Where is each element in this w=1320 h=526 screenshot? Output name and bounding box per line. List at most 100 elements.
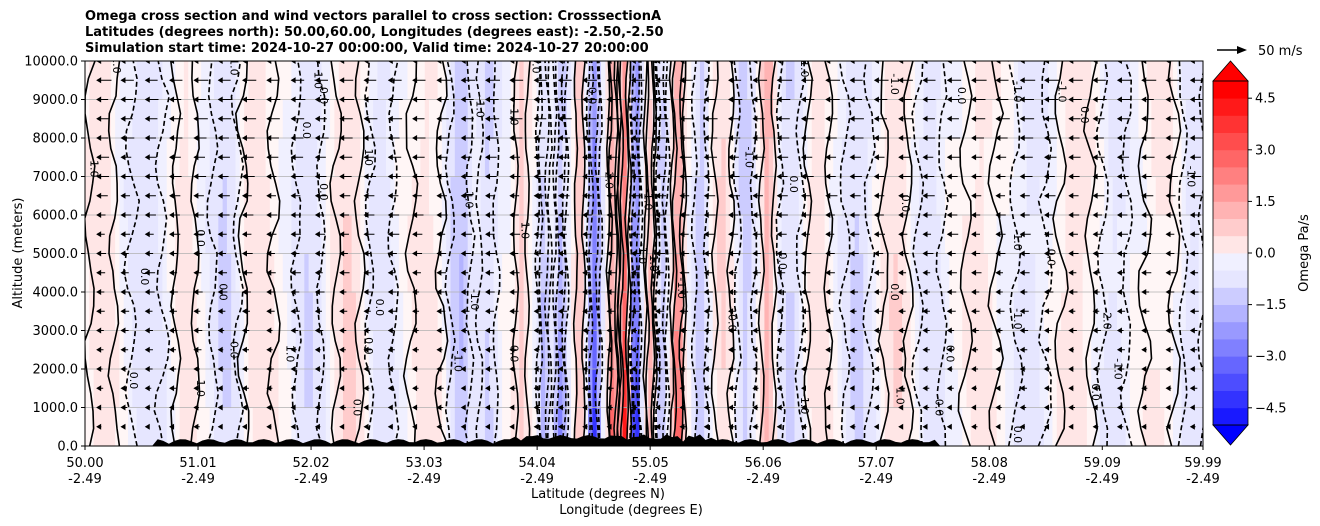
wind-vector (703, 115, 718, 122)
wind-vector (144, 231, 154, 238)
omega-cell (622, 61, 628, 101)
omega-cell (1086, 292, 1092, 332)
omega-cell (429, 369, 434, 409)
wind-vector (873, 423, 879, 430)
x-tick-label-lat: 51.01 (179, 456, 216, 471)
wind-vector (533, 192, 544, 199)
contour-label: 0.0 (1089, 383, 1102, 401)
omega-cell (351, 176, 357, 216)
contour-line (594, 61, 601, 446)
omega-cell (790, 176, 796, 216)
wind-vector (1068, 231, 1078, 238)
omega-cell (282, 61, 288, 101)
wind-vector (96, 385, 104, 392)
omega-cell (407, 253, 413, 293)
wind-vector (241, 289, 251, 295)
wind-vector (825, 346, 833, 353)
omega-cell (725, 176, 731, 216)
x-tick-label-lat: 59.99 (1184, 456, 1221, 471)
wind-vector (655, 289, 665, 295)
contour-label: -2.0 (1100, 308, 1113, 329)
wind-vector (946, 269, 957, 276)
omega-cell (1181, 253, 1187, 293)
wind-vector (412, 423, 418, 430)
omega-cell (618, 61, 624, 101)
wind-vector (436, 404, 444, 411)
omega-cell (712, 292, 718, 332)
omega-cell (106, 215, 112, 255)
wind-vector (436, 308, 446, 315)
omega-cell (304, 407, 310, 446)
wind-vector (217, 327, 225, 334)
omega-cell (893, 253, 899, 293)
wind-vector (1044, 61, 1060, 64)
omega-cell (781, 292, 787, 332)
wind-vector (193, 115, 208, 122)
wind-vector (1019, 404, 1027, 411)
wind-vector (582, 192, 592, 199)
wind-vector (849, 308, 857, 315)
omega-cell (1104, 253, 1109, 293)
omega-cell (1056, 369, 1062, 409)
omega-cell (128, 369, 133, 409)
wind-vector (266, 346, 273, 353)
omega-cell (979, 253, 985, 293)
omega-cell (403, 215, 409, 255)
omega-cell (214, 215, 219, 255)
wind-vector (825, 366, 833, 372)
omega-cell (325, 215, 331, 255)
omega-cell (738, 292, 744, 332)
wind-vector (1165, 423, 1171, 430)
omega-cell (871, 330, 877, 370)
omega-cell (312, 61, 318, 101)
colorbar-segment (1213, 167, 1248, 185)
omega-cell (454, 99, 460, 139)
wind-vector (1044, 154, 1057, 161)
omega-cell (85, 369, 90, 409)
contour-labels: 1.0 -1.01.00.00.0-1.0 -1.00.01.0-1.00.0 -1.… (88, 61, 1198, 443)
wind-vector (849, 61, 864, 64)
wind-vector (266, 366, 274, 372)
wind-vector (1092, 115, 1105, 122)
omega-cell (252, 369, 258, 409)
wind-vector (290, 250, 300, 257)
omega-cell (699, 61, 705, 101)
wind-vector (1092, 423, 1099, 430)
omega-cell (601, 330, 606, 370)
wind-vector (241, 327, 250, 334)
omega-cell (278, 369, 284, 409)
wind-vector (679, 154, 692, 161)
wind-vector (679, 212, 690, 218)
wind-vector (96, 289, 105, 295)
wind-vector (1019, 289, 1028, 295)
omega-cell (312, 99, 318, 139)
contour-line (230, 61, 245, 446)
omega-cell (106, 176, 112, 216)
omega-cell (497, 330, 503, 370)
wind-vector (363, 308, 371, 315)
omega-cell (381, 138, 387, 178)
y-tick-label: 7000.0 (33, 170, 79, 185)
omega-cell (764, 330, 770, 370)
wind-vector (557, 192, 570, 199)
omega-cell (635, 407, 641, 446)
omega-cell (304, 99, 310, 139)
omega-cell (721, 407, 727, 446)
omega-cell (136, 253, 142, 293)
x-tick-label-lat: 57.07 (858, 456, 895, 471)
omega-cell (1005, 253, 1011, 293)
omega-cell (1155, 330, 1161, 370)
omega-cell (549, 99, 555, 139)
colorbar-segment (1213, 253, 1248, 271)
omega-cell (854, 369, 860, 409)
wind-vector (290, 77, 305, 84)
omega-cell (785, 407, 791, 446)
wind-vector (509, 346, 517, 353)
wind-vector (485, 250, 496, 257)
omega-cell (360, 369, 366, 409)
omega-cell (450, 61, 456, 101)
omega-cell (1181, 292, 1187, 332)
contour-label: 0.0 (944, 345, 957, 363)
omega-cell (360, 61, 366, 101)
wind-vector (557, 61, 572, 64)
